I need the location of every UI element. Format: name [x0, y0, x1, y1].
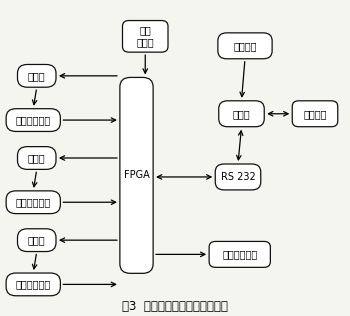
FancyBboxPatch shape	[120, 77, 153, 273]
Text: RS 232: RS 232	[220, 172, 256, 182]
FancyBboxPatch shape	[218, 33, 272, 59]
Text: 通信系统: 通信系统	[303, 109, 327, 119]
FancyBboxPatch shape	[6, 273, 60, 296]
FancyBboxPatch shape	[292, 101, 338, 127]
Text: 驱动器: 驱动器	[28, 71, 46, 81]
FancyBboxPatch shape	[219, 101, 264, 127]
Text: 驱动器: 驱动器	[28, 153, 46, 163]
Text: 图3  全方位移动机器人控制系统: 图3 全方位移动机器人控制系统	[122, 300, 228, 313]
FancyBboxPatch shape	[18, 64, 56, 87]
FancyBboxPatch shape	[18, 147, 56, 169]
FancyBboxPatch shape	[209, 241, 270, 267]
Text: 驱动器: 驱动器	[28, 235, 46, 245]
FancyBboxPatch shape	[18, 229, 56, 252]
FancyBboxPatch shape	[215, 164, 261, 190]
Text: 踢球护球机构: 踢球护球机构	[222, 249, 257, 259]
Text: 上位机: 上位机	[233, 109, 250, 119]
FancyBboxPatch shape	[6, 109, 60, 131]
FancyBboxPatch shape	[122, 21, 168, 52]
Text: 其他
传感器: 其他 传感器	[136, 26, 154, 47]
Text: 电机及编码器: 电机及编码器	[16, 115, 51, 125]
FancyBboxPatch shape	[6, 191, 60, 214]
Text: 电机及编码器: 电机及编码器	[16, 279, 51, 289]
Text: 电机及编码器: 电机及编码器	[16, 197, 51, 207]
Text: FPGA: FPGA	[124, 170, 149, 180]
Text: 视觉系统: 视觉系统	[233, 41, 257, 51]
